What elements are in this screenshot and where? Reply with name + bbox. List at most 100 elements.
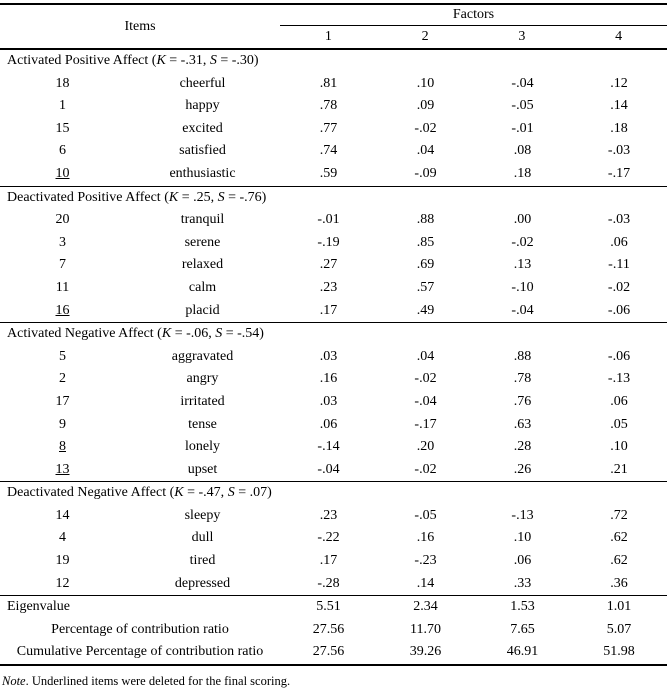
loading-value-cell: .16 xyxy=(416,530,435,546)
item-number-cell: 14 xyxy=(0,505,125,528)
item-number-cell: 7 xyxy=(0,254,125,277)
table-header: Items Factors 1 2 3 4 xyxy=(0,3,667,50)
section-header: Deactivated Negative Affect (K = -.47, S… xyxy=(0,482,667,505)
stat-symbol: S xyxy=(209,53,217,68)
loading-value-cell: .12 xyxy=(610,75,628,91)
item-label-cell: sleepy xyxy=(184,507,221,523)
factor-column-header: 2 xyxy=(421,29,429,44)
loading-value-cell: .18 xyxy=(513,165,532,181)
table-section: Activated Positive Affect (K = -.31, S =… xyxy=(0,50,667,187)
loading-value-cell: -.04 xyxy=(511,302,534,318)
stat-symbol: K xyxy=(168,189,179,205)
item-number-cell: 12 xyxy=(0,573,125,596)
item-label-cell: upset xyxy=(187,461,218,477)
loading-value-cell: -.02 xyxy=(414,120,437,136)
table-row: 1 happy .78 .09 -.05 .14 xyxy=(0,95,667,118)
loading-value-cell: .06 xyxy=(610,234,628,250)
loading-value-cell: .10 xyxy=(610,439,628,455)
summary-value-cell: 46.91 xyxy=(506,644,539,660)
item-number: 20 xyxy=(55,212,70,228)
loading-value-cell: .20 xyxy=(416,439,435,455)
table-section: Deactivated Positive Affect (K = .25, S … xyxy=(0,187,667,324)
table-row: 12 depressed -.28 .14 .33 .36 xyxy=(0,573,667,596)
stat-symbol: S xyxy=(215,326,223,342)
stat-symbol: S xyxy=(217,189,225,205)
loading-value-cell: .59 xyxy=(319,165,338,181)
factor-number-headers: 1 2 3 4 xyxy=(280,26,667,48)
table-row: 19 tired .17 -.23 .06 .62 xyxy=(0,550,667,573)
item-number-cell: 18 xyxy=(0,73,125,96)
loading-value-cell: -.05 xyxy=(511,98,534,114)
item-label-cell: relaxed xyxy=(181,257,224,273)
item-label-cell: irritated xyxy=(180,393,225,409)
item-label-cell: placid xyxy=(185,302,220,318)
table-row: 18 cheerful .81 .10 -.04 .12 xyxy=(0,73,667,96)
loading-value-cell: .23 xyxy=(319,507,338,523)
item-number: 17 xyxy=(55,393,70,409)
loading-value-cell: .77 xyxy=(319,120,338,136)
section-title-text: = -.47, xyxy=(183,485,228,501)
table-row: 15 excited .77 -.02 -.01 .18 xyxy=(0,118,667,141)
loading-value-cell: .04 xyxy=(416,348,435,364)
item-number-cell: 6 xyxy=(0,140,125,163)
table-row: 11 calm .23 .57 -.10 -.02 xyxy=(0,277,667,300)
summary-value-cell: 27.56 xyxy=(312,644,345,660)
item-number-cell: 3 xyxy=(0,232,125,255)
table-row: 5 aggravated .03 .04 .88 -.06 xyxy=(0,346,667,369)
table-row: 10 enthusiastic .59 -.09 .18 -.17 xyxy=(0,163,667,186)
loading-value-cell: .13 xyxy=(513,257,532,273)
loading-value-cell: .69 xyxy=(416,257,435,273)
section-title-text: = -.76) xyxy=(224,189,267,205)
table-row: 17 irritated .03 -.04 .76 .06 xyxy=(0,391,667,414)
section-title-text: = .25, xyxy=(178,189,218,205)
item-label-cell: dull xyxy=(191,530,214,546)
section-header: Deactivated Positive Affect (K = .25, S … xyxy=(0,187,667,210)
summary-value-cell: 2.34 xyxy=(413,599,438,615)
loading-value-cell: .36 xyxy=(610,575,628,591)
loading-value-cell: .03 xyxy=(319,393,338,409)
note-label: Note xyxy=(2,674,26,688)
item-number: 14 xyxy=(55,507,70,523)
loading-value-cell: -.06 xyxy=(607,302,631,318)
table-row: 6 satisfied .74 .04 .08 -.03 xyxy=(0,140,667,163)
item-label-cell: cheerful xyxy=(179,75,226,91)
loading-value-cell: .63 xyxy=(513,416,532,432)
loading-value-cell: .88 xyxy=(513,348,532,364)
loading-value-cell: .16 xyxy=(319,371,338,387)
loading-value-cell: -.01 xyxy=(317,212,340,228)
section-title-text: = -.30) xyxy=(216,53,259,68)
loading-value-cell: .04 xyxy=(416,143,435,159)
table-row: 2 angry .16 -.02 .78 -.13 xyxy=(0,368,667,391)
item-label-cell: tired xyxy=(189,553,216,569)
item-number-cell: 20 xyxy=(0,209,125,232)
loading-value-cell: .14 xyxy=(610,98,628,114)
loading-value-cell: -.05 xyxy=(414,507,437,523)
loading-value-cell: -.22 xyxy=(317,530,340,546)
section-header: Activated Positive Affect (K = -.31, S =… xyxy=(0,50,667,73)
loading-value-cell: -.04 xyxy=(317,461,340,477)
summary-value-cell: 5.51 xyxy=(316,599,341,615)
loading-value-cell: -.10 xyxy=(511,279,534,295)
item-label-cell: lonely xyxy=(185,439,220,455)
stat-symbol: K xyxy=(161,326,172,342)
item-number: 9 xyxy=(59,416,66,432)
table-row: 7 relaxed .27 .69 .13 -.11 xyxy=(0,254,667,277)
loading-value-cell: -.02 xyxy=(511,234,534,250)
item-label-cell: excited xyxy=(182,120,223,136)
table-row: 16 placid .17 .49 -.04 -.06 xyxy=(0,300,667,323)
loading-value-cell: .10 xyxy=(416,75,435,91)
item-number: 5 xyxy=(59,348,66,364)
item-number-cell: 9 xyxy=(0,414,125,437)
loading-value-cell: .88 xyxy=(416,212,435,228)
item-number-cell: 19 xyxy=(0,550,125,573)
loading-value-cell: -.03 xyxy=(607,212,631,228)
loading-value-cell: .33 xyxy=(513,575,532,591)
item-label-cell: tranquil xyxy=(180,212,225,228)
summary-value-cell: 7.65 xyxy=(510,621,535,637)
loading-value-cell: .14 xyxy=(416,575,435,591)
table-row: 14 sleepy .23 -.05 -.13 .72 xyxy=(0,505,667,528)
loading-value-cell: -.09 xyxy=(414,165,437,181)
section-header: Activated Negative Affect (K = -.06, S =… xyxy=(0,323,667,346)
table-body: Activated Positive Affect (K = -.31, S =… xyxy=(0,50,667,597)
